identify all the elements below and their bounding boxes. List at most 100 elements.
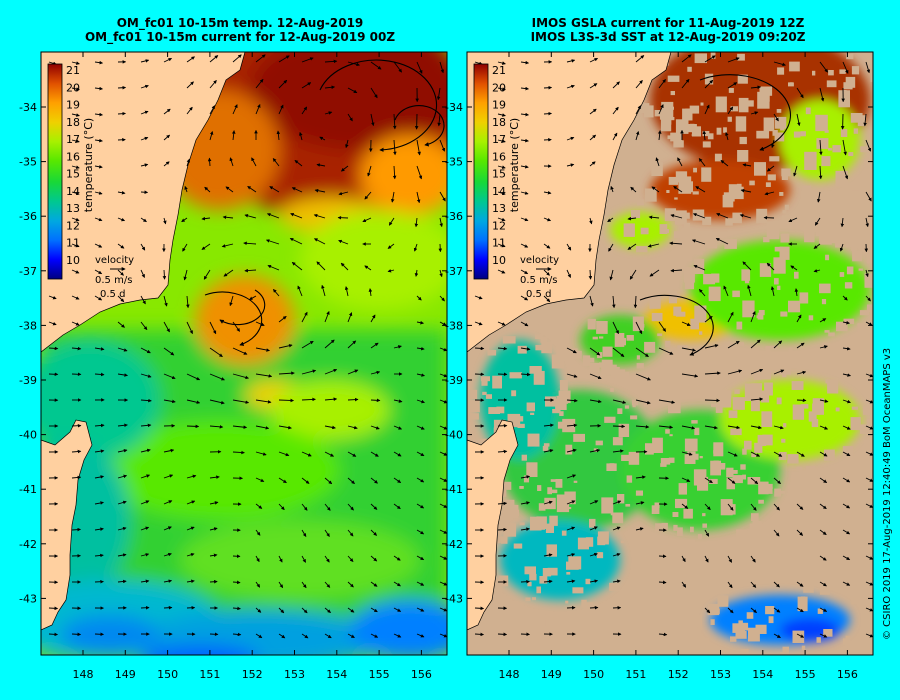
velocity-arrow <box>301 581 307 589</box>
cloud-pixel <box>659 112 666 120</box>
velocity-arrow <box>140 526 150 531</box>
cloud-pixel <box>741 269 751 281</box>
cloud-pixel <box>856 562 861 566</box>
cloud-pixel <box>702 131 710 137</box>
velocity-arrow <box>209 527 218 531</box>
cloud-pixel <box>557 421 567 429</box>
cloud-pixel <box>624 584 637 593</box>
velocity-arrow <box>704 104 710 115</box>
velocity-arrow <box>842 346 851 351</box>
velocity-arrow <box>201 216 211 221</box>
lat-tick-label: -34 <box>445 101 463 114</box>
velocity-arrow <box>338 239 349 245</box>
velocity-arrow <box>670 268 683 273</box>
velocity-arrow <box>439 425 447 430</box>
cloud-pixel <box>480 376 490 382</box>
velocity-arrow <box>566 526 576 531</box>
velocity-arrow <box>497 87 506 91</box>
cloud-pixel <box>563 390 568 394</box>
velocity-arrow <box>71 321 80 326</box>
cloud-pixel <box>660 536 669 547</box>
cloud-pixel <box>861 224 866 227</box>
velocity-arrow <box>819 477 828 483</box>
velocity-arrow <box>209 475 220 479</box>
velocity-arrow <box>162 269 167 280</box>
velocity-arrow <box>543 85 553 90</box>
cloud-pixel <box>718 390 732 408</box>
velocity-arrow <box>316 163 326 167</box>
velocity-arrow <box>543 190 552 195</box>
cloud-pixel <box>556 343 570 356</box>
velocity-arrow <box>324 85 336 90</box>
velocity-arrow <box>186 81 194 89</box>
velocity-arrow <box>474 632 485 637</box>
velocity-arrow <box>71 269 80 274</box>
velocity-arrow <box>497 632 508 637</box>
cloud-pixel <box>566 304 573 312</box>
velocity-arrow <box>370 451 379 457</box>
cloud-pixel <box>498 593 504 597</box>
cloud-pixel <box>689 565 694 569</box>
velocity-arrow <box>278 371 295 375</box>
left-axes: -34 -35 -36 -37 -38 -39 -40 -41 -42 -43 148 149 150 1… <box>19 52 447 681</box>
cloud-pixel <box>668 291 677 304</box>
velocity-arrow <box>589 399 602 404</box>
cloud-pixel <box>812 398 824 415</box>
velocity-arrow <box>71 632 82 637</box>
cloud-pixel <box>606 463 617 471</box>
cloud-pixel <box>630 376 638 386</box>
velocity-arrow <box>71 61 80 65</box>
velocity-arrow <box>796 113 801 127</box>
cloud-pixel <box>481 378 488 386</box>
velocity-arrow <box>221 243 234 248</box>
cloud-pixel <box>697 638 710 648</box>
velocity-arrow <box>842 425 851 430</box>
cloud-pixel <box>864 273 873 288</box>
cloud-pixel <box>779 490 786 494</box>
velocity-arrow <box>865 217 869 228</box>
cloud-pixel <box>704 388 713 395</box>
velocity-arrow <box>727 477 736 484</box>
velocity-arrow <box>651 186 660 193</box>
velocity-arrow <box>497 501 508 506</box>
cloud-pixel <box>765 346 771 351</box>
cloud-pixel <box>737 74 748 84</box>
cloud-pixel <box>684 438 698 452</box>
cloud-pixel <box>511 390 517 397</box>
velocity-arrow <box>232 104 238 115</box>
velocity-arrow <box>520 269 529 275</box>
velocity-arrow <box>439 581 447 586</box>
velocity-arrow <box>232 347 248 355</box>
lon-tick-label: 154 <box>752 668 773 681</box>
cloud-pixel <box>777 285 781 290</box>
cloud-pixel <box>689 123 695 130</box>
velocity-arrow <box>865 321 873 326</box>
colorbar-tick-label: 14 <box>66 185 80 198</box>
velocity-arrow <box>612 526 621 531</box>
velocity-arrow <box>543 579 553 584</box>
cloud-pixel <box>687 66 692 72</box>
velocity-arrow <box>865 425 873 430</box>
lon-tick-label: 152 <box>668 668 689 681</box>
velocity-arrow <box>439 217 443 228</box>
cloud-pixel <box>713 460 719 466</box>
velocity-arrow <box>612 399 627 404</box>
velocity-arrow <box>865 295 871 302</box>
cloud-pixel <box>636 355 640 360</box>
velocity-arrow <box>658 347 674 355</box>
velocity-arrow <box>393 555 401 561</box>
cloud-pixel <box>859 239 865 247</box>
cloud-pixel <box>796 466 802 471</box>
cloud-pixel <box>801 645 806 651</box>
right-axes: -34 -35 -36 -37 -38 -39 -40 -41 -42 -43 148 149 150 1… <box>445 52 873 681</box>
cloud-pixel <box>815 231 825 236</box>
velocity-arrow <box>740 188 752 193</box>
cloud-pixel <box>728 88 734 93</box>
cloud-pixel <box>477 342 490 351</box>
lat-tick-label: -35 <box>19 156 37 169</box>
cloud-pixel <box>617 494 625 504</box>
cloud-pixel <box>620 540 625 544</box>
velocity-arrow <box>520 164 529 169</box>
velocity-arrow <box>347 87 358 94</box>
